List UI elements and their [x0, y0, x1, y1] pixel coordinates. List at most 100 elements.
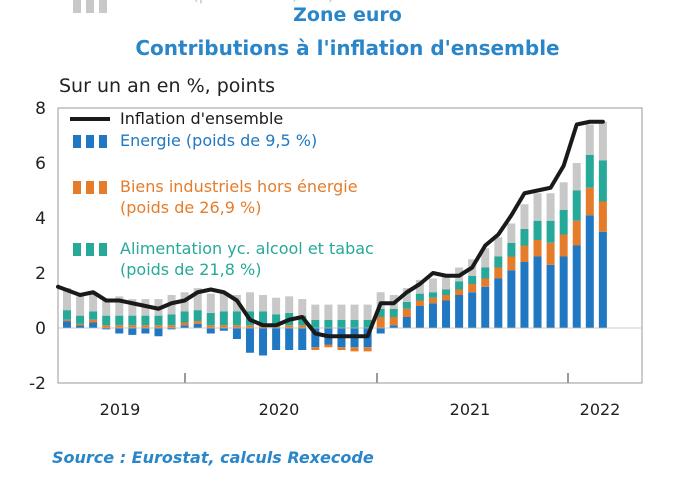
bar-segment — [102, 325, 111, 328]
bar-segment — [272, 328, 281, 350]
bar-segment — [167, 325, 176, 328]
bar-segment — [89, 311, 98, 320]
bar-segment — [585, 124, 594, 155]
bar-segment — [180, 311, 189, 323]
bar-segment — [481, 286, 490, 328]
bar-segment — [507, 256, 516, 271]
bar-segment — [128, 315, 137, 326]
bar-segment — [311, 328, 320, 348]
bar-segment — [180, 322, 189, 326]
bar-segment — [494, 267, 503, 279]
bar-segment — [285, 296, 294, 313]
bar-segment — [507, 270, 516, 328]
bar-segment — [102, 315, 111, 326]
legend-swatch — [99, 181, 107, 194]
bar-segment — [89, 292, 98, 312]
y-tick-label: 4 — [35, 209, 46, 229]
legend-label: Services (poids de 41,8 %) — [120, 0, 334, 4]
bar-segment — [585, 187, 594, 216]
legend-label-line: (poids de 21,8 %) — [120, 260, 261, 279]
bar-segment — [245, 325, 254, 328]
bar-segment — [219, 292, 228, 312]
bar-segment — [481, 248, 490, 268]
x-year-label: 2021 — [450, 400, 491, 419]
bar-segment — [259, 311, 268, 326]
bar-segment — [442, 289, 451, 295]
legend-swatch — [86, 243, 94, 256]
bar-segment — [245, 292, 254, 312]
bar-segment — [415, 279, 424, 294]
bar-segment — [559, 182, 568, 210]
legend-swatch — [73, 181, 81, 194]
plot-frame — [57, 107, 643, 384]
bar-segment — [598, 231, 607, 328]
bar-segment — [363, 304, 372, 320]
bar-segment — [232, 325, 241, 328]
bar-segment — [455, 295, 464, 328]
bar-segment — [468, 275, 477, 284]
bar-segment — [272, 314, 281, 327]
bar-segment — [389, 317, 398, 326]
bar-segment — [402, 301, 411, 309]
legend-label-line: Inflation d'ensemble — [120, 109, 283, 128]
legend-label-line: (poids de 26,9 %) — [120, 198, 261, 217]
bar-segment — [598, 160, 607, 202]
bar-segment — [115, 296, 124, 316]
bar-segment — [76, 315, 85, 324]
bar-segment — [468, 292, 477, 328]
x-year-label: 2022 — [580, 400, 621, 419]
bar-segment — [376, 317, 385, 328]
bar-segment — [389, 308, 398, 317]
bar-segment — [115, 328, 124, 334]
bar-segment — [494, 278, 503, 328]
legend-swatch — [86, 181, 94, 194]
bar-segment — [154, 325, 163, 328]
bar-segment — [415, 293, 424, 301]
bar-segment — [481, 267, 490, 279]
bar-segment — [206, 328, 215, 334]
inflation-line — [56, 119, 605, 339]
bar-segment — [376, 328, 385, 334]
chart-area: -2 0 2 4 6 8 2019 2020 2021 2022 Inflation d'ensem… — [29, 0, 643, 419]
bar-segment — [442, 275, 451, 290]
bar-segment — [128, 325, 137, 328]
legend-label-line: Energie (poids de 9,5 %) — [120, 131, 317, 150]
bar-segment — [350, 347, 359, 352]
bar-segment — [402, 288, 411, 302]
bar-segment — [494, 237, 503, 257]
bar-segment — [546, 242, 555, 265]
bar-segment — [546, 193, 555, 221]
bar-segment — [193, 288, 202, 311]
bar-segment — [115, 315, 124, 326]
bar-segment — [141, 328, 150, 334]
bar-segment — [402, 317, 411, 328]
legend-swatch — [86, 135, 94, 148]
legend-label-line: Alimentation yc. alcool et tabac — [120, 239, 374, 258]
y-tick-label: 8 — [35, 99, 46, 119]
bar-segment — [206, 325, 215, 328]
bar-segment — [559, 256, 568, 328]
bar-segment — [559, 234, 568, 257]
x-year-label: 2019 — [100, 400, 141, 419]
y-tick-label: 6 — [35, 154, 46, 174]
bar-segment — [455, 289, 464, 295]
bar-segment — [141, 315, 150, 326]
bar-segment — [324, 304, 333, 320]
bar-segment — [520, 262, 529, 328]
bar-segment — [63, 288, 71, 311]
bar-segment — [285, 325, 294, 328]
bar-segment — [115, 325, 124, 328]
legend-swatch — [73, 0, 81, 13]
bar-segment — [193, 321, 202, 324]
bar-segment — [442, 295, 451, 301]
bar-segment — [63, 321, 71, 328]
bar-segment — [272, 297, 281, 315]
bar-segment — [494, 256, 503, 268]
bar-segment — [63, 310, 71, 320]
bar-segment — [206, 293, 215, 313]
bar-segment — [350, 319, 359, 328]
bar-segment — [572, 190, 581, 221]
bar-segment — [455, 281, 464, 290]
chart-title: Zone euro — [293, 4, 402, 26]
bar-segment — [89, 319, 98, 323]
